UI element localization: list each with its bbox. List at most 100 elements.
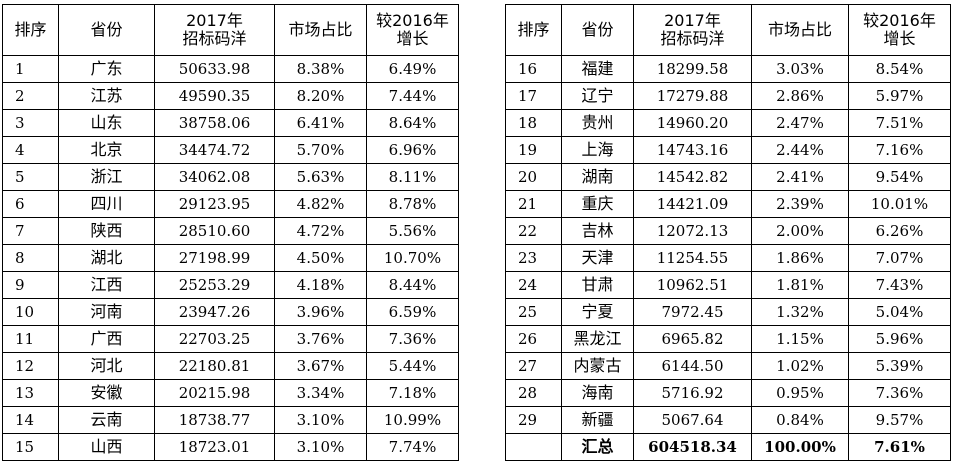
- cell-amount: 50633.98: [154, 55, 275, 83]
- cell-growth: 7.18%: [366, 379, 459, 407]
- header-row: 排序 省份 2017年 招标码洋 市场占比 较2016年 增长: [2, 4, 459, 56]
- cell-share: 5.63%: [274, 163, 367, 191]
- cell-rank: 20: [505, 163, 562, 191]
- table-row: 26 黑龙江 6965.82 1.15% 5.96%: [505, 325, 951, 353]
- header-amount-line1: 2017年: [186, 11, 243, 30]
- cell-growth: 6.59%: [366, 298, 459, 326]
- cell-growth: 5.44%: [366, 352, 459, 380]
- table-row: 18 贵州 14960.20 2.47% 7.51%: [505, 109, 951, 137]
- cell-rank: 28: [505, 379, 562, 407]
- cell-province: 内蒙古: [561, 352, 634, 380]
- cell-growth: 5.97%: [848, 82, 951, 110]
- total-amount: 604518.34: [633, 433, 752, 461]
- cell-growth: 7.51%: [848, 109, 951, 137]
- cell-share: 0.95%: [751, 379, 849, 407]
- cell-growth: 8.54%: [848, 55, 951, 83]
- cell-province: 北京: [58, 136, 155, 164]
- cell-amount: 29123.95: [154, 190, 275, 218]
- cell-province: 安徽: [58, 379, 155, 407]
- table-row: 3 山东 38758.06 6.41% 8.64%: [2, 109, 459, 137]
- cell-rank: 21: [505, 190, 562, 218]
- cell-share: 5.70%: [274, 136, 367, 164]
- cell-rank: 18: [505, 109, 562, 137]
- cell-rank: 29: [505, 406, 562, 434]
- cell-share: 3.10%: [274, 406, 367, 434]
- table-row: 15 山西 18723.01 3.10% 7.74%: [2, 433, 459, 461]
- cell-amount: 12072.13: [633, 217, 752, 245]
- cell-province: 山西: [58, 433, 155, 461]
- table-row: 13 安徽 20215.98 3.34% 7.18%: [2, 379, 459, 407]
- cell-share: 2.00%: [751, 217, 849, 245]
- cell-amount: 18299.58: [633, 55, 752, 83]
- table-row: 2 江苏 49590.35 8.20% 7.44%: [2, 82, 459, 110]
- cell-share: 8.38%: [274, 55, 367, 83]
- cell-amount: 23947.26: [154, 298, 275, 326]
- table-row: 11 广西 22703.25 3.76% 7.36%: [2, 325, 459, 353]
- cell-rank: 9: [2, 271, 59, 299]
- cell-amount: 17279.88: [633, 82, 752, 110]
- cell-share: 2.39%: [751, 190, 849, 218]
- cell-rank: 3: [2, 109, 59, 137]
- cell-growth: 10.01%: [848, 190, 951, 218]
- cell-province: 重庆: [561, 190, 634, 218]
- cell-share: 3.96%: [274, 298, 367, 326]
- cell-share: 2.86%: [751, 82, 849, 110]
- table-row: 29 新疆 5067.64 0.84% 9.57%: [505, 406, 951, 434]
- cell-rank: 13: [2, 379, 59, 407]
- cell-rank: 14: [2, 406, 59, 434]
- total-growth: 7.61%: [848, 433, 951, 461]
- table-row: 22 吉林 12072.13 2.00% 6.26%: [505, 217, 951, 245]
- cell-rank: 12: [2, 352, 59, 380]
- cell-province: 山东: [58, 109, 155, 137]
- cell-share: 0.84%: [751, 406, 849, 434]
- cell-province: 江苏: [58, 82, 155, 110]
- header-growth-line2: 增长: [396, 29, 429, 48]
- table-row: 16 福建 18299.58 3.03% 8.54%: [505, 55, 951, 83]
- cell-share: 4.18%: [274, 271, 367, 299]
- table-body-right: 16 福建 18299.58 3.03% 8.54% 17 辽宁 17279.88 2.86% 5…: [505, 55, 951, 434]
- cell-growth: 6.26%: [848, 217, 951, 245]
- cell-amount: 14542.82: [633, 163, 752, 191]
- cell-growth: 9.54%: [848, 163, 951, 191]
- table-row: 1 广东 50633.98 8.38% 6.49%: [2, 55, 459, 83]
- cell-amount: 22703.25: [154, 325, 275, 353]
- header-row: 排序 省份 2017年 招标码洋 市场占比 较2016年 增长: [505, 4, 951, 56]
- table-row: 24 甘肃 10962.51 1.81% 7.43%: [505, 271, 951, 299]
- cell-share: 2.41%: [751, 163, 849, 191]
- header-province: 省份: [58, 4, 155, 56]
- cell-rank: 5: [2, 163, 59, 191]
- total-share: 100.00%: [751, 433, 849, 461]
- cell-growth: 8.64%: [366, 109, 459, 137]
- table-row: 8 湖北 27198.99 4.50% 10.70%: [2, 244, 459, 272]
- cell-growth: 5.04%: [848, 298, 951, 326]
- cell-province: 福建: [561, 55, 634, 83]
- cell-province: 湖南: [561, 163, 634, 191]
- cell-rank: 25: [505, 298, 562, 326]
- cell-share: 1.02%: [751, 352, 849, 380]
- cell-amount: 18723.01: [154, 433, 275, 461]
- table-row: 19 上海 14743.16 2.44% 7.16%: [505, 136, 951, 164]
- total-label: 汇总: [561, 433, 634, 461]
- cell-growth: 7.36%: [848, 379, 951, 407]
- cell-province: 广东: [58, 55, 155, 83]
- cell-province: 天津: [561, 244, 634, 272]
- cell-rank: 2: [2, 82, 59, 110]
- cell-growth: 8.44%: [366, 271, 459, 299]
- cell-share: 6.41%: [274, 109, 367, 137]
- cell-growth: 10.99%: [366, 406, 459, 434]
- cell-rank: 8: [2, 244, 59, 272]
- table-row: 12 河北 22180.81 3.67% 5.44%: [2, 352, 459, 380]
- cell-amount: 7972.45: [633, 298, 752, 326]
- header-amount-line1: 2017年: [664, 11, 721, 30]
- cell-province: 海南: [561, 379, 634, 407]
- cell-rank: 1: [2, 55, 59, 83]
- cell-rank: 24: [505, 271, 562, 299]
- cell-province: 吉林: [561, 217, 634, 245]
- header-rank: 排序: [2, 4, 59, 56]
- header-rank: 排序: [505, 4, 562, 56]
- header-amount: 2017年 招标码洋: [154, 4, 275, 56]
- cell-province: 湖北: [58, 244, 155, 272]
- cell-growth: 5.96%: [848, 325, 951, 353]
- cell-province: 辽宁: [561, 82, 634, 110]
- cell-amount: 49590.35: [154, 82, 275, 110]
